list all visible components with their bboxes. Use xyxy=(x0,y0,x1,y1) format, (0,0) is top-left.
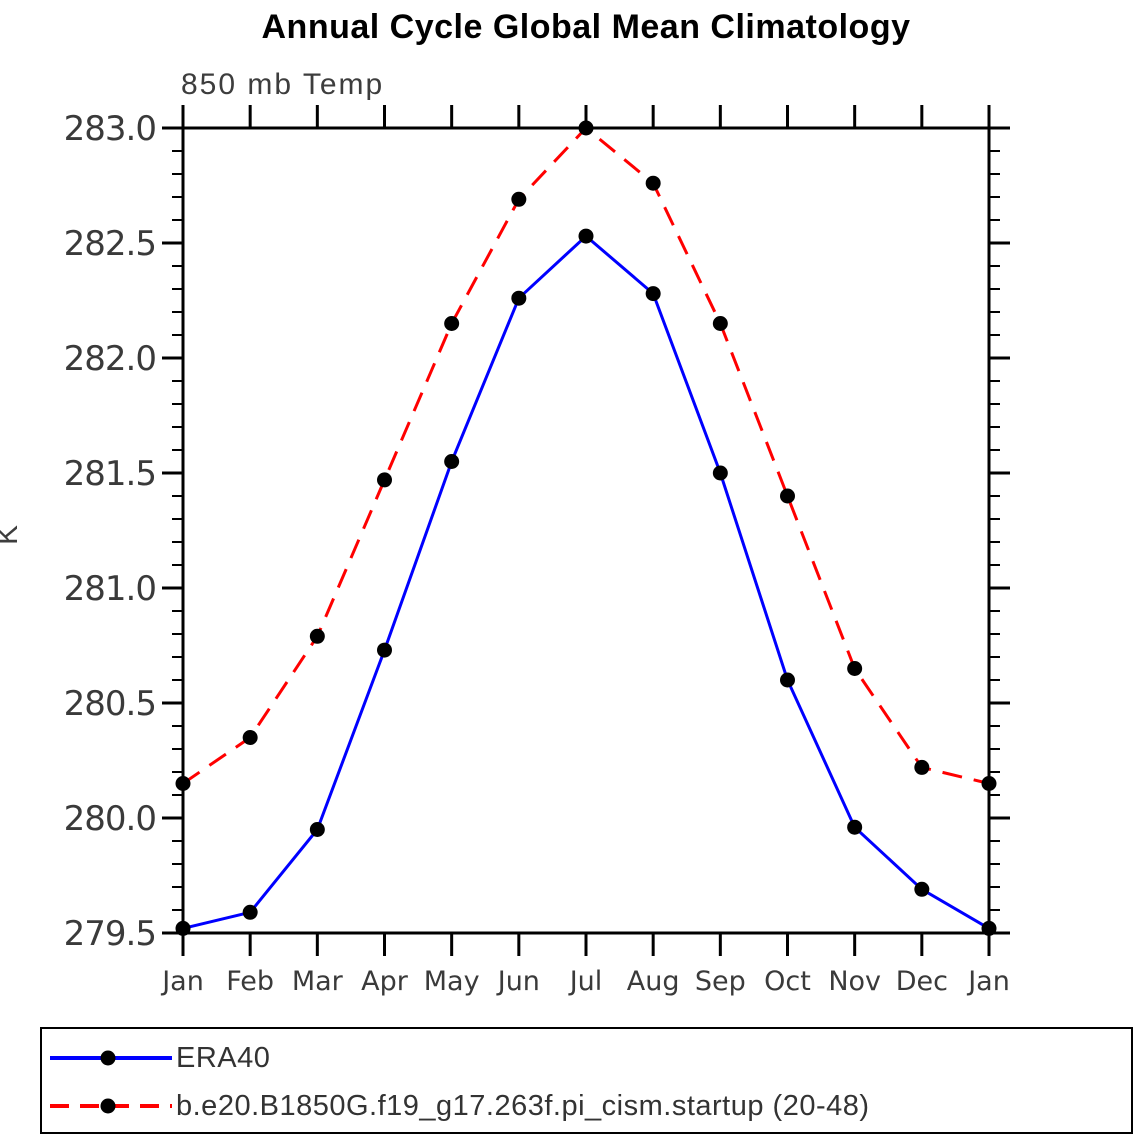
series-0-marker-dot xyxy=(578,228,594,244)
legend-label: b.e20.B1850G.f19_g17.263f.pi_cism.startu… xyxy=(176,1089,870,1122)
x-tick-label: Sep xyxy=(695,966,746,997)
x-tick-label: Jan xyxy=(966,966,1010,997)
series-1-marker-dot xyxy=(377,472,392,488)
series-1-marker-dot xyxy=(578,120,594,136)
series-1-marker-dot xyxy=(242,730,258,745)
x-tick-label: Jan xyxy=(160,966,204,997)
series-0-marker-dot xyxy=(847,819,863,835)
x-tick-label: Mar xyxy=(292,966,344,997)
x-tick-label: Oct xyxy=(764,966,811,997)
series-0-marker-dot xyxy=(309,822,325,837)
series-1-marker-dot xyxy=(712,316,728,331)
series-1-marker-dot xyxy=(175,776,191,791)
series-1-marker-dot xyxy=(847,661,863,676)
series-0-marker-dot xyxy=(377,642,392,658)
y-tick-label: 281.0 xyxy=(64,569,156,609)
x-tick-label: Aug xyxy=(627,966,680,997)
series-0-marker-dot xyxy=(981,920,997,936)
legend-line-sample-solid xyxy=(50,1050,172,1066)
legend-line-sample-dashed xyxy=(50,1098,172,1114)
y-tick-label: 281.5 xyxy=(64,454,156,494)
series-0-marker-dot xyxy=(780,672,795,688)
series-0-marker-dot xyxy=(511,290,527,306)
x-tick-label: Jul xyxy=(568,966,603,997)
legend-label: ERA40 xyxy=(176,1041,271,1074)
x-tick-label: Apr xyxy=(361,966,409,997)
series-line-1 xyxy=(182,125,990,785)
plot-frame xyxy=(181,126,991,935)
x-tick-label: Jun xyxy=(496,966,540,997)
x-tick-label: May xyxy=(424,966,480,997)
series-1-marker-dot xyxy=(645,175,661,191)
y-tick-label: 282.5 xyxy=(64,224,156,264)
series-line-0 xyxy=(182,234,990,930)
series-0-marker-dot xyxy=(444,454,460,469)
series-1-marker-dot xyxy=(444,316,460,331)
series-0-marker-dot xyxy=(645,286,661,302)
series-0-marker-dot xyxy=(914,881,930,897)
series-0-marker-dot xyxy=(712,465,728,481)
y-tick-label: 282.0 xyxy=(64,339,156,379)
x-tick-label: Nov xyxy=(828,966,881,997)
legend-marker-dot-icon xyxy=(100,1098,116,1114)
y-tick-label: 280.5 xyxy=(64,684,156,724)
legend-item-model: b.e20.B1850G.f19_g17.263f.pi_cism.startu… xyxy=(48,1088,870,1124)
legend-box: ERA40 b.e20.B1850G.f19_g17.263f.pi_cism.… xyxy=(40,1027,1133,1134)
x-tick-label: Feb xyxy=(226,966,274,997)
legend-item-era40: ERA40 xyxy=(48,1040,270,1076)
series-1-marker-dot xyxy=(511,191,527,207)
series-0-marker-dot xyxy=(242,904,258,920)
series-1-marker-dot xyxy=(309,628,325,644)
y-tick-label: 279.5 xyxy=(64,914,156,954)
y-tick-label: 283.0 xyxy=(64,109,156,149)
chart-subtitle: 850 mb Temp xyxy=(181,68,385,101)
series-0-marker-dot xyxy=(175,920,191,936)
legend-marker-dot-icon xyxy=(100,1050,116,1066)
series-1-marker-dot xyxy=(914,759,930,775)
series-1-marker-dot xyxy=(780,488,795,504)
chart-title: Annual Cycle Global Mean Climatology xyxy=(261,8,911,46)
y-tick-label: 280.0 xyxy=(64,799,156,839)
series-1-marker-dot xyxy=(981,776,997,791)
x-tick-label: Dec xyxy=(896,966,948,997)
